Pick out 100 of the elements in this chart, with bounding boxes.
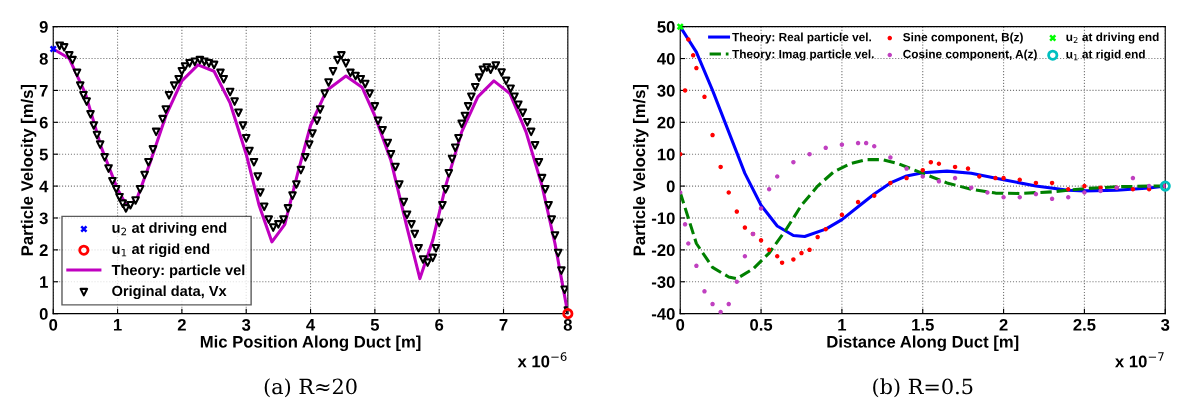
y-tick-label: 4	[39, 180, 49, 193]
point	[985, 190, 990, 195]
point	[863, 140, 869, 146]
point	[774, 254, 780, 259]
y-tick-label: 1	[40, 276, 48, 288]
x-axis-title: Mic Position Along Duct [m]	[200, 335, 421, 352]
x-tick-label: 7	[499, 319, 508, 331]
point	[694, 263, 699, 269]
y-tick-label: 40	[657, 52, 675, 65]
legend-label: Theory: Real particle vel.	[732, 32, 871, 44]
y-tick-label: 10	[657, 148, 675, 161]
point	[952, 175, 958, 181]
point	[1066, 195, 1071, 200]
point	[774, 174, 780, 179]
point	[1159, 180, 1171, 192]
point	[1130, 175, 1136, 181]
point	[791, 257, 796, 262]
y-tick-label: 30	[657, 84, 675, 97]
x-tick-label: 4	[306, 319, 316, 331]
point	[726, 190, 731, 195]
point	[1098, 185, 1103, 190]
point	[904, 175, 909, 181]
point	[1082, 183, 1087, 189]
point	[965, 166, 971, 171]
x-tick-label: 2.5	[1073, 318, 1096, 331]
legend-label: Theory: Imag particle vel.	[732, 49, 874, 61]
point	[823, 145, 828, 151]
x-tick-label: 5	[370, 319, 380, 331]
point	[1001, 195, 1006, 200]
point	[807, 151, 812, 157]
y-tick-label: 50	[657, 21, 675, 33]
y-tick-label: 3	[39, 212, 48, 225]
x-tick-label: 0	[49, 318, 58, 331]
point	[726, 301, 731, 307]
x-tick-label: 2	[177, 318, 186, 331]
y-tick-label: -10	[651, 212, 675, 225]
point	[839, 212, 845, 218]
point	[710, 301, 715, 307]
point	[1082, 190, 1087, 195]
point	[928, 159, 934, 165]
y-axis-title: Particle Velocity [m/s]	[20, 84, 37, 256]
point	[686, 241, 691, 246]
point	[1033, 180, 1039, 186]
y-tick-label: 20	[657, 116, 675, 129]
legend-label: Original data, Vx	[112, 285, 227, 300]
point	[855, 199, 861, 205]
x-tick-label: 8	[563, 318, 572, 331]
legend-label: u$_{2}$ at driving end	[1066, 32, 1159, 44]
point	[694, 65, 699, 71]
point	[920, 174, 925, 179]
y-tick-label: 0	[666, 180, 675, 193]
point	[1033, 191, 1039, 197]
point	[823, 226, 828, 232]
point	[1001, 175, 1006, 181]
x-tick-label: 3	[241, 318, 251, 331]
y-tick-label: 2	[39, 244, 48, 256]
legend-label: Sine component, B(z)	[903, 32, 1023, 44]
point	[682, 222, 688, 227]
text: x 10$^{−7}$	[1115, 352, 1164, 368]
y-tick-label: -30	[651, 276, 675, 288]
text: (a) R≈20	[264, 378, 357, 398]
x-tick-label: 3	[1161, 318, 1170, 331]
point	[968, 185, 974, 190]
legend-label: u$_{1}$ at rigid end	[1066, 49, 1145, 61]
point	[702, 94, 707, 100]
point	[758, 206, 764, 211]
text: x 10$^{−6}$	[517, 352, 567, 368]
x-tick-label: 0	[676, 318, 685, 331]
point	[1049, 196, 1055, 202]
point	[993, 175, 998, 181]
point	[690, 53, 696, 58]
y-tick-label: 9	[39, 21, 48, 33]
point	[815, 234, 820, 240]
point	[702, 289, 707, 294]
x-tick-label: 6	[435, 318, 444, 331]
legend-label: Theory: particle vel	[111, 264, 245, 279]
point	[686, 37, 691, 42]
point	[839, 142, 845, 147]
point	[855, 140, 861, 146]
point	[888, 155, 893, 160]
x-tick-label: 0.5	[750, 318, 773, 331]
x-axis-title: Distance Along Duct [m]	[827, 335, 1019, 352]
point	[936, 179, 942, 184]
point	[758, 238, 764, 243]
point	[977, 174, 982, 179]
point	[718, 164, 723, 170]
point	[1066, 187, 1071, 192]
point	[1017, 177, 1022, 182]
point	[766, 187, 772, 192]
y-axis-title: Particle Velocity [m/s]	[632, 84, 649, 256]
point	[871, 143, 877, 149]
x-tick-label: 1	[113, 319, 122, 331]
legend-label: u$_{2}$ at driving end	[112, 222, 227, 236]
point	[742, 254, 748, 259]
y-tick-label: 0	[39, 308, 48, 320]
point	[920, 167, 925, 173]
y-tick-label: 6	[39, 116, 48, 129]
point	[1098, 188, 1103, 194]
point	[718, 309, 723, 314]
point	[779, 260, 785, 265]
